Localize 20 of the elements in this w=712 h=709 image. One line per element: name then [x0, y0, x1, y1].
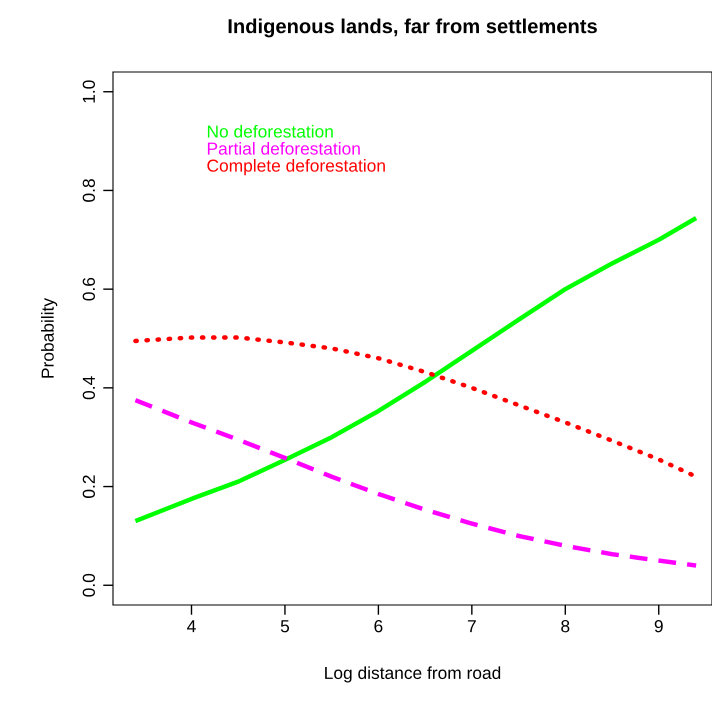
x-tick-label: 8: [561, 620, 570, 632]
y-tick-label: 0.8: [82, 179, 95, 202]
x-tick-label: 6: [374, 620, 382, 632]
x-tick-label: 7: [468, 620, 476, 632]
text: No deforestation: [208, 124, 333, 138]
y-tick-label: 0.2: [82, 475, 95, 498]
x-tick-label: 5: [280, 620, 290, 632]
text: Complete deforestation: [207, 159, 385, 176]
y-tick-label: 0.6: [82, 278, 95, 301]
line-series: [133, 398, 698, 568]
y-tick-label: 1.0: [82, 80, 95, 102]
x-axis-title: Log distance from road: [325, 666, 500, 683]
chart-title: Indigenous lands, far from settlements: [228, 18, 597, 38]
x-tick-label: 4: [187, 620, 196, 632]
y-tick-label: 0.0: [82, 574, 95, 597]
y-tick-label: 0.4: [82, 376, 95, 400]
text: Partial deforestation: [208, 142, 360, 155]
line-series: [133, 216, 698, 524]
x-tick-label: 9: [654, 620, 663, 632]
y-axis-title: Probability: [41, 298, 58, 378]
